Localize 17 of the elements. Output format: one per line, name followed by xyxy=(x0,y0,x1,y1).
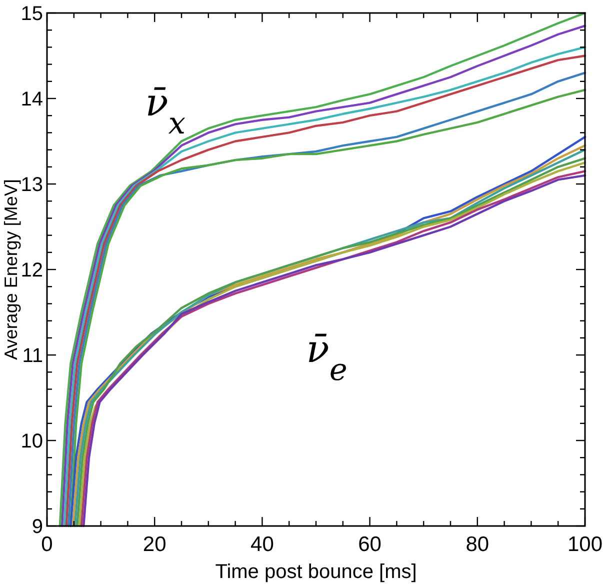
y-tick-label: 13 xyxy=(20,174,43,196)
annotation: ν̄$_{x}$ xyxy=(145,80,186,142)
y-tick-label: 14 xyxy=(20,88,43,110)
y-tick-label: 11 xyxy=(22,345,43,367)
y-axis-title: Average Energy [MeV] xyxy=(1,179,21,360)
y-tick-label: 15 xyxy=(20,3,43,25)
x-axis-title: Time post bounce [ms] xyxy=(215,561,417,583)
y-tick-label: 10 xyxy=(20,430,43,452)
y-tick-label: 12 xyxy=(20,260,43,282)
x-tick-label: 40 xyxy=(250,533,274,556)
x-tick-label: 80 xyxy=(466,533,490,556)
x-tick-label: 60 xyxy=(358,533,382,556)
y-tick-label: 9 xyxy=(32,516,43,538)
annotation: ν̄$_{e}$ xyxy=(306,326,348,388)
x-tick-label: 100 xyxy=(567,533,603,556)
x-tick-label: 20 xyxy=(142,533,166,556)
x-tick-label: 0 xyxy=(41,533,53,556)
